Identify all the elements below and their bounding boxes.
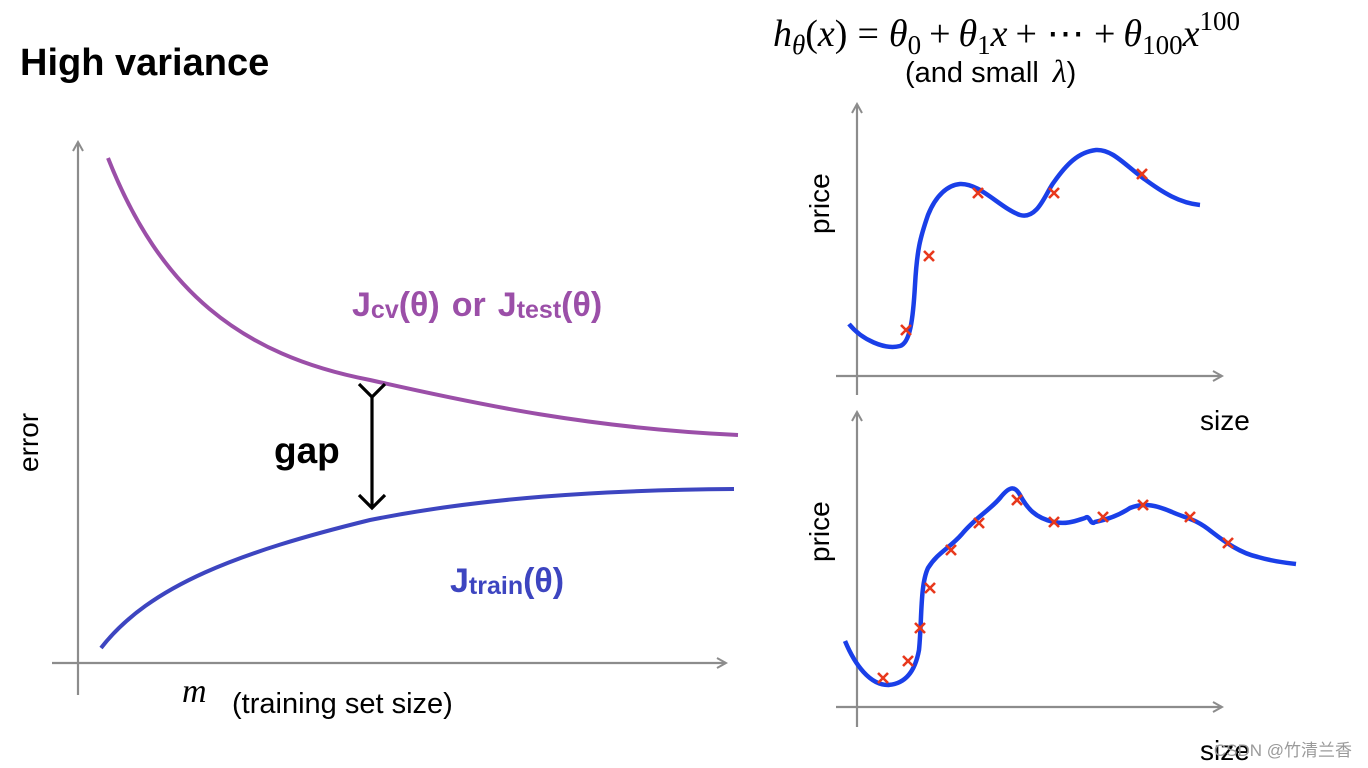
training-point-marker xyxy=(923,250,935,262)
error-axis-label: error xyxy=(13,413,44,472)
cv-label: Jcv(θ) or Jtest(θ) xyxy=(352,286,602,324)
hypothesis-formula: hθ(x) = θ0 + θ1x + ⋯ + θ100x100 xyxy=(773,6,1240,60)
training-point-marker xyxy=(1011,494,1023,506)
training-set-size-label: (training set size) xyxy=(232,688,453,720)
training-point-marker xyxy=(914,622,926,634)
top-overfit-curve xyxy=(847,147,1201,350)
training-point-marker xyxy=(877,672,889,684)
m-variable: m xyxy=(182,673,207,710)
training-point-marker xyxy=(900,324,912,336)
gap-label: gap xyxy=(274,430,340,471)
training-point-marker xyxy=(1222,537,1234,549)
bottom-overfit-curve xyxy=(842,486,1297,688)
training-point-marker xyxy=(1097,511,1109,523)
slide-title: High variance xyxy=(20,42,269,84)
training-point-marker xyxy=(1137,499,1149,511)
training-point-marker xyxy=(972,187,984,199)
bottom-fit-plot: price size xyxy=(804,412,1297,766)
cv-error-curve xyxy=(106,157,739,437)
training-point-marker xyxy=(945,544,957,556)
training-point-marker xyxy=(1048,516,1060,528)
small-lambda-note: (and small λ) xyxy=(905,53,1076,89)
learning-curve-chart: gap Jcv(θ) or Jtest(θ) Jtrain(θ) error m (… xyxy=(13,142,739,720)
top-size-label: size xyxy=(1200,405,1250,436)
train-label: Jtrain(θ) xyxy=(450,562,564,600)
training-point-marker xyxy=(924,582,936,594)
top-price-label: price xyxy=(804,173,835,234)
training-point-marker xyxy=(973,517,985,529)
training-point-marker xyxy=(1048,187,1060,199)
bottom-training-points xyxy=(877,494,1234,684)
bottom-price-label: price xyxy=(804,501,835,562)
training-point-marker xyxy=(1136,168,1148,180)
training-point-marker xyxy=(902,655,914,667)
bottom-size-label: size xyxy=(1200,735,1250,766)
train-error-curve xyxy=(99,487,735,650)
training-point-marker xyxy=(1184,511,1196,523)
top-fit-plot: price size xyxy=(804,104,1250,436)
top-training-points xyxy=(900,168,1148,336)
watermark: CSDN @竹清兰香 xyxy=(1214,741,1352,760)
